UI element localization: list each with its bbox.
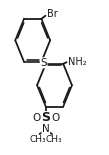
Text: S: S	[40, 58, 47, 68]
Text: Br: Br	[47, 9, 58, 20]
Text: CH₃: CH₃	[46, 135, 62, 144]
Text: N: N	[42, 124, 50, 134]
Text: NH₂: NH₂	[68, 57, 87, 67]
Text: O: O	[51, 113, 59, 123]
Text: O: O	[32, 113, 41, 123]
Text: S: S	[41, 111, 50, 124]
Text: CH₃: CH₃	[29, 135, 46, 144]
